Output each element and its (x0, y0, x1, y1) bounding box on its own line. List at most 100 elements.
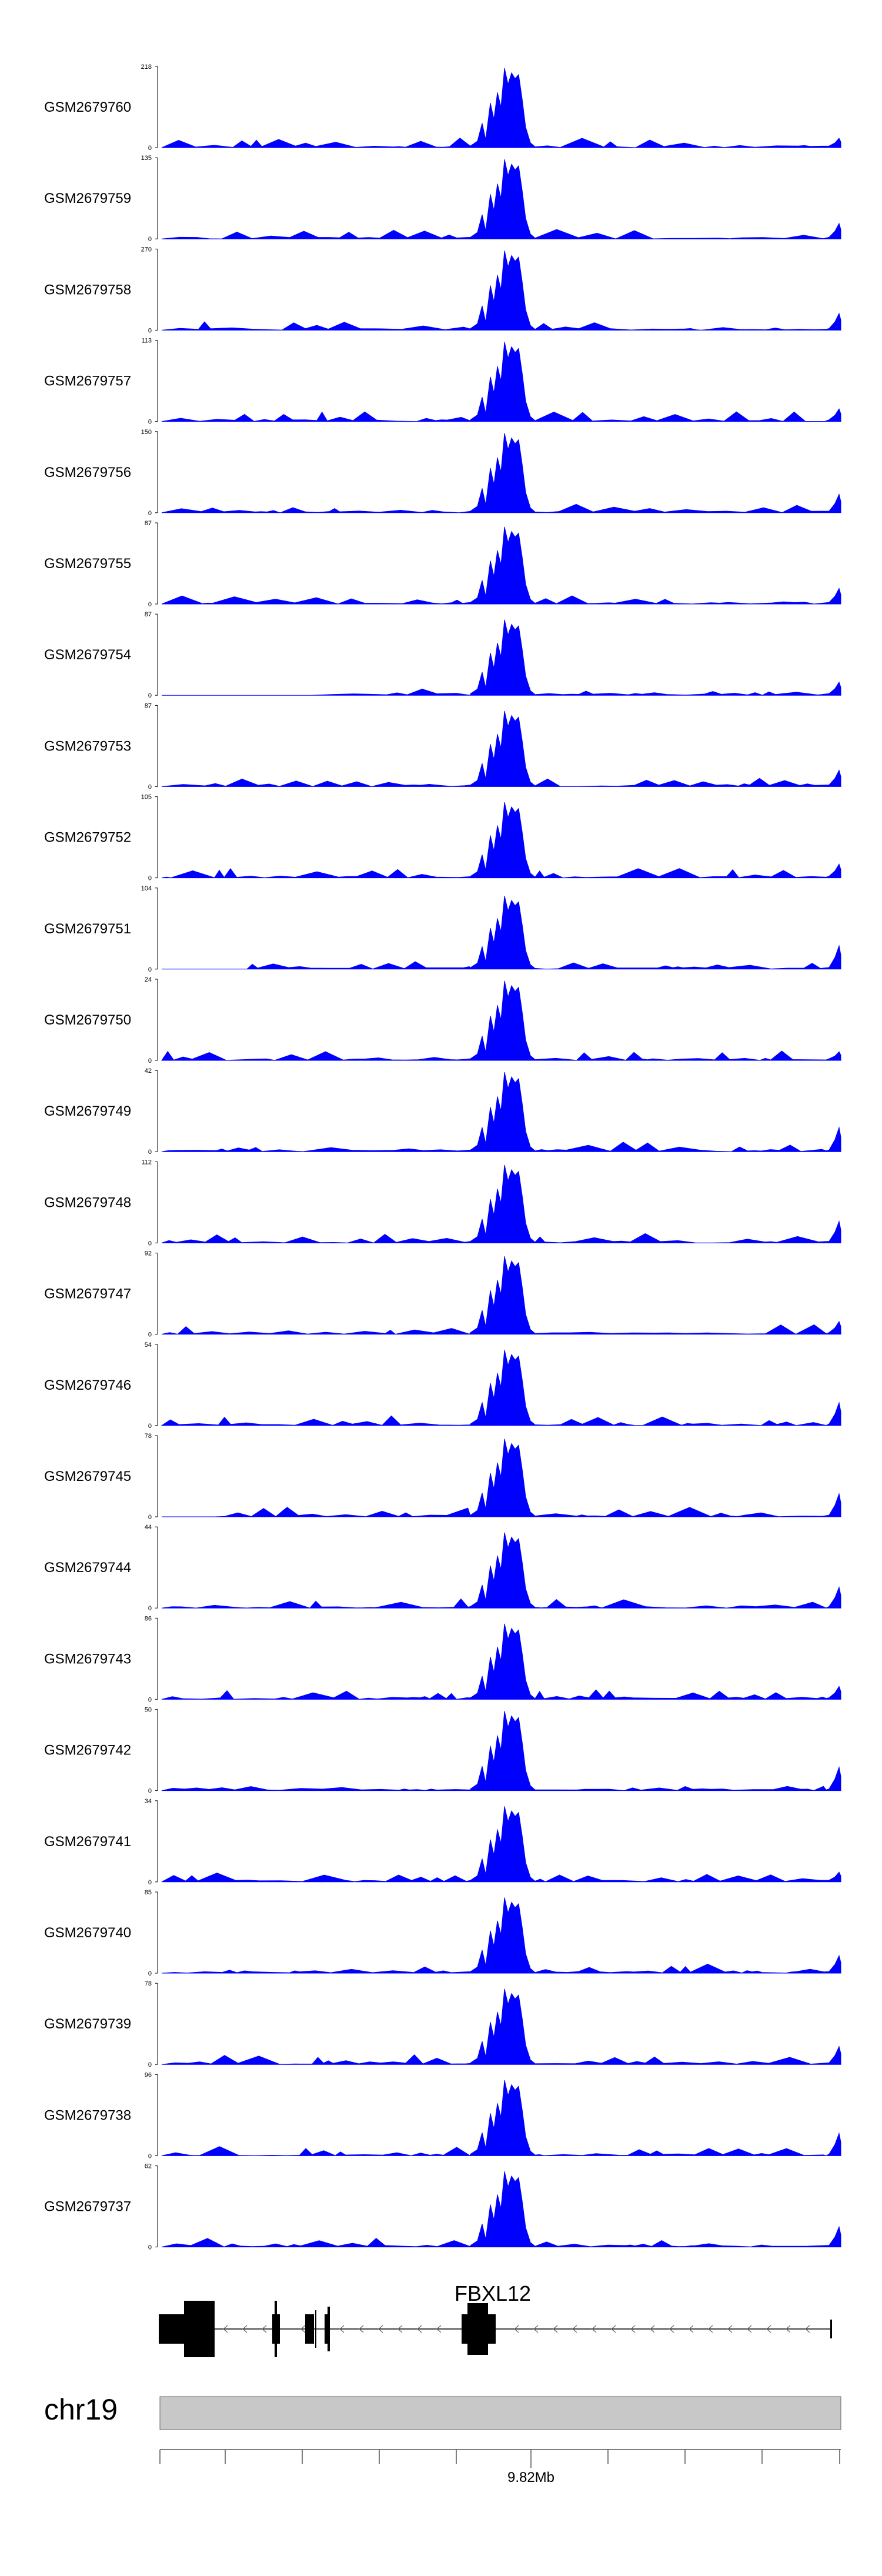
track-GSM2679748: GSM2679748 112 0 (44, 1159, 841, 1247)
track-label: GSM2679758 (44, 282, 131, 298)
signal-area (161, 1532, 841, 1609)
strand-arrow (262, 2325, 267, 2333)
strand-arrow (223, 2325, 228, 2333)
track-label: GSM2679751 (44, 921, 131, 937)
track-label: GSM2679748 (44, 1194, 131, 1210)
track-label: GSM2679759 (44, 191, 131, 206)
strand-arrow (397, 2325, 403, 2333)
track-GSM2679738: GSM2679738 96 0 (44, 2071, 841, 2160)
strand-arrow (572, 2325, 577, 2333)
signal-area (161, 159, 841, 239)
track-GSM2679739: GSM2679739 78 0 (44, 1980, 841, 2068)
gene-exon (184, 2301, 215, 2357)
track-ymin-label: 0 (148, 1879, 152, 1886)
genomic-axis: 9.82Mb (159, 2449, 841, 2485)
track-GSM2679737: GSM2679737 62 0 (44, 2163, 841, 2251)
track-label: GSM2679738 (44, 2107, 131, 2123)
track-ymin-label: 0 (148, 1057, 152, 1065)
gene-exon (467, 2303, 488, 2355)
track-ymax-label: 113 (141, 338, 152, 345)
signal-area (161, 1072, 841, 1152)
gene-model-track: FBXL12 (159, 2281, 832, 2357)
track-ymax-label: 87 (145, 520, 152, 527)
track-ymax-label: 218 (141, 64, 152, 71)
track-GSM2679760: GSM2679760 218 0 (44, 64, 841, 152)
strand-arrow (339, 2325, 345, 2333)
track-GSM2679758: GSM2679758 270 0 (44, 246, 841, 334)
track-GSM2679747: GSM2679747 92 0 (44, 1250, 841, 1339)
gene-label: FBXL12 (455, 2281, 531, 2305)
track-label: GSM2679744 (44, 1560, 131, 1576)
strand-arrow (650, 2325, 655, 2333)
signal-area (161, 251, 841, 331)
strand-arrow (378, 2325, 383, 2333)
signal-tracks: GSM2679760 218 0 GSM2679759 135 0 GSM2679758 27… (44, 64, 841, 2251)
track-ymin-label: 0 (148, 1149, 152, 1156)
track-label: GSM2679755 (44, 556, 131, 572)
signal-area (161, 1711, 841, 1791)
track-label: GSM2679740 (44, 1925, 131, 1941)
track-GSM2679746: GSM2679746 54 0 (44, 1342, 841, 1430)
signal-area (161, 1897, 841, 1974)
track-label: GSM2679754 (44, 647, 131, 663)
signal-area (162, 1439, 841, 1517)
track-ymax-label: 270 (141, 246, 152, 253)
track-label: GSM2679742 (44, 1743, 131, 1759)
track-ymin-label: 0 (148, 236, 152, 243)
track-ymin-label: 0 (148, 2244, 152, 2251)
track-ymax-label: 105 (141, 794, 152, 801)
track-ymin-label: 0 (148, 966, 152, 973)
chromosome-band (159, 2396, 841, 2430)
signal-area (161, 1350, 841, 1426)
strand-arrow (747, 2325, 752, 2333)
track-ymax-label: 78 (145, 1980, 152, 1987)
signal-area (161, 980, 841, 1061)
track-label: GSM2679749 (44, 1103, 131, 1119)
strand-arrow (611, 2325, 616, 2333)
track-ymin-label: 0 (148, 2153, 152, 2160)
signal-area (161, 342, 841, 422)
track-ymin-label: 0 (148, 2061, 152, 2068)
track-ymax-label: 104 (141, 885, 152, 892)
strand-arrow (514, 2325, 519, 2333)
track-GSM2679744: GSM2679744 44 0 (44, 1524, 841, 1612)
strand-arrow (300, 2325, 306, 2333)
track-ymin-label: 0 (148, 1240, 152, 1247)
strand-arrow (533, 2325, 539, 2333)
track-ymax-label: 62 (145, 2163, 152, 2170)
gene-exon (830, 2320, 832, 2338)
axis-tick-label: 9.82Mb (507, 2470, 554, 2485)
track-GSM2679750: GSM2679750 24 0 (44, 976, 841, 1065)
strand-arrow (689, 2325, 694, 2333)
track-ymin-label: 0 (148, 1970, 152, 1977)
track-label: GSM2679757 (44, 373, 131, 389)
track-ymin-label: 0 (148, 692, 152, 699)
strand-arrow (417, 2325, 422, 2333)
track-ymax-label: 87 (145, 611, 152, 618)
track-ymin-label: 0 (148, 419, 152, 426)
track-ymax-label: 150 (141, 429, 152, 436)
track-ymax-label: 54 (145, 1342, 152, 1349)
strand-arrow (708, 2325, 713, 2333)
track-GSM2679759: GSM2679759 135 0 (44, 155, 841, 243)
track-ymin-label: 0 (148, 1514, 152, 1521)
track-ymin-label: 0 (148, 1423, 152, 1430)
gene-exon (305, 2314, 314, 2344)
track-label: GSM2679739 (44, 2016, 131, 2032)
track-ymin-label: 0 (148, 875, 152, 882)
strand-arrow (669, 2325, 674, 2333)
track-label: GSM2679737 (44, 2199, 131, 2215)
strand-arrow (553, 2325, 558, 2333)
signal-area (161, 1806, 841, 1883)
track-ymax-label: 34 (145, 1798, 152, 1805)
track-ymin-label: 0 (148, 1605, 152, 1612)
track-label: GSM2679743 (44, 1651, 131, 1667)
signal-area (161, 710, 841, 787)
track-ymin-label: 0 (148, 783, 152, 790)
track-GSM2679741: GSM2679741 34 0 (44, 1798, 841, 1886)
track-GSM2679756: GSM2679756 150 0 (44, 429, 841, 517)
track-ymax-label: 44 (145, 1524, 152, 1531)
track-GSM2679740: GSM2679740 85 0 (44, 1889, 841, 1977)
track-GSM2679743: GSM2679743 86 0 (44, 1615, 841, 1703)
